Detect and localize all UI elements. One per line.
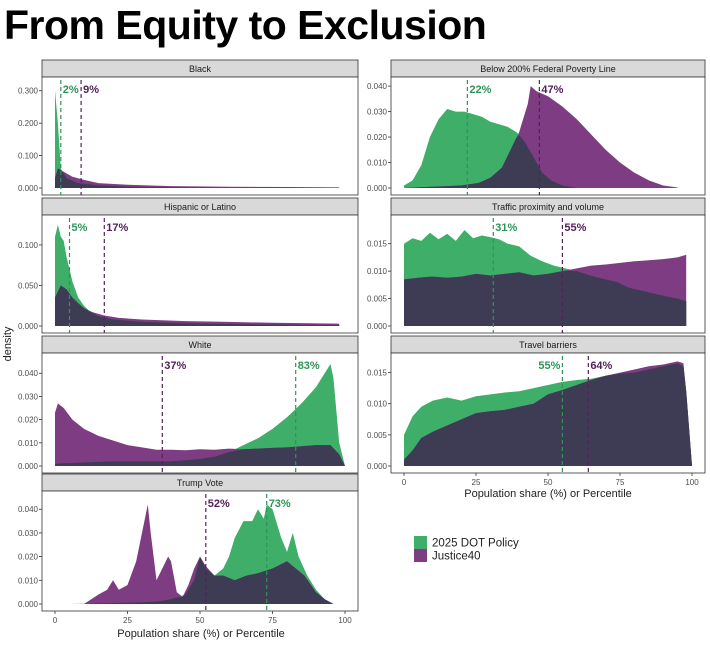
y-tick-label: 0.000 [367,322,388,331]
y-tick-label: 0.030 [18,529,39,538]
median-label-dot: 83% [298,360,320,372]
x-tick-label: 0 [53,616,58,625]
y-tick-label: 0.300 [18,87,39,96]
y-tick-label: 0.040 [18,369,39,378]
y-tick-label: 0.030 [367,108,388,117]
median-label-dot: 22% [469,84,491,96]
median-label-dot: 2% [63,84,79,96]
facet-strip-title: White [188,340,211,350]
x-tick-label: 50 [196,616,205,625]
facet-strip-title: Trump Vote [177,478,223,488]
y-tick-label: 0.010 [18,439,39,448]
x-tick-label: 100 [338,616,352,625]
facet-panel: Travel barriers 0.000 0.005 0.010 0.015 55% 64… [367,335,706,487]
plot-area [41,76,359,196]
y-tick-label: 0.015 [367,240,388,249]
legend-swatch-dot [414,536,427,549]
x-axis-title: Population share (%) or Percentile [117,628,285,640]
x-tick-label: 25 [472,478,481,487]
y-tick-label: 0.100 [18,241,39,250]
y-tick-label: 0.200 [18,119,39,128]
y-tick-label: 0.040 [367,82,388,91]
median-label-dot: 73% [269,498,291,510]
x-tick-label: 75 [268,616,277,625]
median-label-dot: 5% [72,222,88,234]
median-label-justice40: 55% [564,222,586,234]
facet-strip-title: Travel barriers [519,340,577,350]
x-tick-label: 75 [616,478,625,487]
median-label-justice40: 9% [83,84,99,96]
facet-panel: Trump Vote 0.000 0.010 0.020 0.030 0.040 73% 52… [18,473,359,625]
y-tick-label: 0.020 [18,553,39,562]
median-label-dot: 31% [495,222,517,234]
facet-strip-title: Black [189,64,212,74]
legend-label: Justice40 [432,551,481,563]
facet-panel: Below 200% Federal Poverty Line 0.000 0.01… [367,59,706,196]
facet-strip-title: Traffic proximity and volume [492,202,604,212]
median-label-justice40: 64% [590,360,612,372]
density-overlap [55,168,340,188]
y-tick-label: 0.000 [18,462,39,471]
facet-panel: Black 0.000 0.100 0.200 0.300 2% 9% [18,59,359,196]
y-tick-label: 0.005 [367,295,388,304]
y-tick-label: 0.050 [18,281,39,290]
y-tick-label: 0.000 [18,322,39,331]
x-tick-label: 100 [685,478,699,487]
y-tick-label: 0.030 [18,392,39,401]
facet-panel: Traffic proximity and volume 0.000 0.005 0.… [367,197,706,334]
x-tick-label: 50 [544,478,553,487]
density-area-justice40 [404,86,678,188]
density-overlap [404,135,678,188]
density-overlap [55,445,345,466]
x-tick-label: 25 [123,616,132,625]
y-tick-label: 0.000 [18,184,39,193]
y-tick-label: 0.040 [18,505,39,514]
facet-strip-title: Hispanic or Latino [164,202,236,212]
page-title: From Equity to Exclusion [4,2,487,48]
legend-label: 2025 DOT Policy [432,538,519,550]
facet-strip-title: Below 200% Federal Poverty Line [480,64,616,74]
density-overlap [69,556,334,604]
density-overlap [404,270,687,326]
x-tick-label: 0 [402,478,407,487]
y-tick-label: 0.020 [18,416,39,425]
y-tick-label: 0.010 [18,576,39,585]
y-tick-label: 0.010 [367,400,388,409]
y-tick-label: 0.000 [367,462,388,471]
y-tick-label: 0.005 [367,431,388,440]
facet-panel: White 0.000 0.010 0.020 0.030 0.040 83% 37% [18,335,359,474]
median-label-justice40: 17% [106,222,128,234]
x-axis-title: Population share (%) or Percentile [464,488,632,500]
median-label-justice40: 52% [208,498,230,510]
y-tick-label: 0.000 [18,600,39,609]
legend: 2025 DOT Policy Justice40 [414,536,519,563]
y-tick-label: 0.020 [367,133,388,142]
legend-swatch-j40 [414,549,427,562]
facet-panel: Hispanic or Latino 0.000 0.050 0.100 5% 17% [18,197,359,334]
median-label-justice40: 47% [541,84,563,96]
y-tick-label: 0.000 [367,184,388,193]
y-tick-label: 0.100 [18,152,39,161]
y-tick-label: 0.015 [367,369,388,378]
y-axis-title: density [2,326,14,361]
density-overlap [404,363,692,466]
density-overlap [55,285,340,326]
density-area-dot [55,364,345,466]
median-label-dot: 55% [538,360,560,372]
median-label-justice40: 37% [164,360,186,372]
y-tick-label: 0.010 [367,159,388,168]
y-tick-label: 0.010 [367,267,388,276]
